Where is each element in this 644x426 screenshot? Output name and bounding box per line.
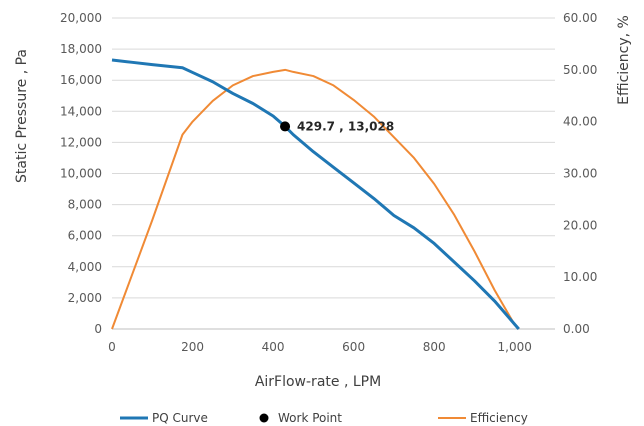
- y-tick-label: 14,000: [60, 104, 102, 118]
- x-axis-title: AirFlow-rate , LPM: [255, 374, 381, 390]
- annotation-layer: 429.7 , 13,028: [297, 119, 394, 133]
- x-tick-label: 400: [262, 340, 285, 354]
- legend-item-pq-curve: PQ Curve: [120, 411, 208, 425]
- y2-tick-label: 20.00: [563, 218, 597, 232]
- series-layer: [111, 58, 520, 330]
- gridlines: [112, 17, 555, 299]
- x-tick-label: 0: [108, 340, 116, 354]
- x-tick-label: 800: [423, 340, 446, 354]
- y2-tick-label: 60.00: [563, 11, 597, 25]
- y-tick-label: 20,000: [60, 11, 102, 25]
- series-line-efficiency: [111, 68, 520, 330]
- series-line-pq-curve: [111, 58, 520, 330]
- x-tick-label: 1,000: [498, 340, 532, 354]
- y2-axis-title: Efficiency, %: [616, 15, 632, 105]
- x-tick-label: 600: [342, 340, 365, 354]
- legend-item-work-point: Work Point: [259, 411, 342, 425]
- y-tick-label: 0: [94, 322, 102, 336]
- x-axis-ticks: 0 200 400 600 800 1,000: [108, 340, 532, 354]
- y-tick-label: 10,000: [60, 167, 102, 181]
- legend: PQ Curve Work Point Efficiency: [120, 411, 528, 425]
- work-point-marker: [280, 121, 291, 132]
- y2-axis-ticks: 0.00 10.00 20.00 30.00 40.00 50.00 60.00: [563, 11, 597, 336]
- legend-label-efficiency: Efficiency: [470, 411, 528, 425]
- y-tick-label: 8,000: [68, 198, 102, 212]
- y-tick-label: 16,000: [60, 73, 102, 87]
- y-axis-ticks: 0 2,000 4,000 6,000 8,000 10,000 12,000 14,000 1…: [60, 11, 102, 336]
- legend-label-work-point: Work Point: [278, 411, 342, 425]
- y-tick-label: 2,000: [68, 291, 102, 305]
- y-axis-title: Static Pressure , Pa: [14, 49, 30, 183]
- y-tick-label: 6,000: [68, 229, 102, 243]
- x-tick-label: 200: [181, 340, 204, 354]
- y2-tick-label: 50.00: [563, 63, 597, 77]
- legend-label-pq-curve: PQ Curve: [152, 411, 208, 425]
- y2-tick-label: 0.00: [563, 322, 590, 336]
- y-tick-label: 12,000: [60, 135, 102, 149]
- work-point-label: 429.7 , 13,028: [297, 119, 394, 133]
- y-tick-label: 18,000: [60, 42, 102, 56]
- legend-item-efficiency: Efficiency: [438, 411, 528, 425]
- y2-tick-label: 40.00: [563, 115, 597, 129]
- y-tick-label: 4,000: [68, 260, 102, 274]
- y2-tick-label: 30.00: [563, 167, 597, 181]
- legend-swatch-work-point: [259, 413, 269, 423]
- y2-tick-label: 10.00: [563, 270, 597, 284]
